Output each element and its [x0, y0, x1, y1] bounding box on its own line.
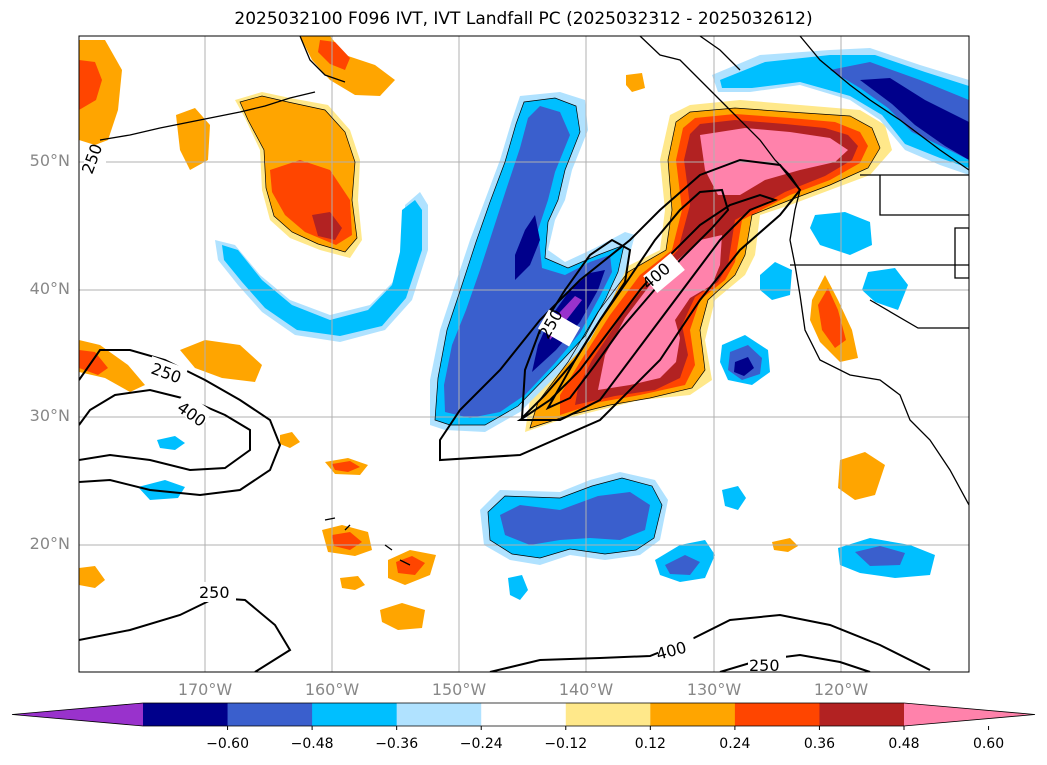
colorbar-tick-label: 0.48: [888, 736, 920, 752]
colorbar-swatch: [312, 703, 398, 726]
lon-label-160w: 160°W: [304, 680, 360, 699]
pc-positive-blob-h-red: [818, 288, 846, 348]
colorbar-tick-label: 0.12: [634, 736, 666, 752]
lat-label-40n: 40°N: [29, 279, 70, 298]
colorbar-extend-max: [904, 703, 1035, 726]
ivt-contour-400-west: [79, 388, 251, 472]
pc-positive-blob-k: [79, 566, 105, 588]
ivt-contour-250-se: [489, 613, 931, 672]
pc-positive-blob-l: [280, 432, 300, 448]
pc-positive-blob-j: [340, 576, 365, 590]
colorbar-outline: [11, 702, 1036, 727]
pc-positive-blob-f-red: [332, 461, 360, 472]
pc-negative-blob-8: [138, 480, 185, 500]
ivt-contour-400-inner: [545, 188, 730, 411]
pc-positive-blob-e: [380, 603, 425, 630]
lat-label-30n: 30°N: [29, 406, 70, 425]
colorbar-tick-label: 0.36: [803, 736, 836, 752]
lat-label-20n: 20°N: [29, 534, 70, 553]
ivt-contour-400-se: [719, 653, 871, 672]
pc-negative-low-blob-2-royal: [665, 555, 700, 575]
pc-positive-topleft-red: [79, 60, 102, 110]
colorbar-swatch: [227, 703, 313, 726]
contour-label-400-se: 250: [749, 656, 780, 675]
pc-positive-blob-m: [626, 73, 645, 92]
pc-outline-contours: [239, 95, 881, 559]
contour-label-250-sw: 250: [199, 583, 230, 602]
colorbar-tick-label: −0.12: [544, 736, 588, 752]
lat-label-50n: 50°N: [29, 151, 70, 170]
lon-label-140w: 140°W: [558, 680, 614, 699]
pc-negative-ne-navy: [860, 78, 969, 160]
pc-negative-blob-10: [508, 575, 528, 600]
pc-negative-blob-9: [157, 436, 185, 450]
ivt-contour-250-inner: [520, 238, 632, 421]
pc-positive-plume-pink: [598, 235, 722, 390]
ivt-contour-400-main: [516, 193, 778, 421]
pc-positive-blob-d-red: [396, 556, 425, 575]
coastlines: [99, 36, 969, 566]
pc-negative-blob-11: [722, 486, 746, 510]
pc-negative-blob-3-royal: [855, 546, 905, 566]
colorbar-swatch: [396, 703, 482, 726]
pc-negative-low-band-royal: [500, 492, 650, 545]
pc-negative-blob-7: [862, 268, 908, 310]
colorbar-tick-label: −0.60: [206, 736, 249, 752]
map-title: 2025032100 F096 IVT, IVT Landfall PC (20…: [234, 9, 813, 29]
lon-label-120w: 120°W: [813, 680, 869, 699]
colorbar-swatch: [143, 703, 229, 726]
filled-contours: [79, 36, 969, 630]
pc-negative-band-navy-2: [515, 215, 540, 280]
ivt-contour-250-west: [79, 349, 282, 497]
lon-label-130w: 130°W: [686, 680, 742, 699]
colorbar: [11, 702, 1036, 730]
pc-negative-blob-4-navy: [734, 357, 754, 376]
lon-label-170w: 170°W: [177, 680, 233, 699]
lon-label-150w: 150°W: [431, 680, 487, 699]
colorbar-swatch: [819, 703, 905, 726]
colorbar-tick-label: −0.36: [375, 736, 419, 752]
colorbar-swatch: [565, 703, 651, 726]
map-frame: [78, 35, 970, 673]
colorbar-swatch: [481, 703, 567, 726]
colorbar-swatch: [650, 703, 736, 726]
pc-positive-top-mid-red: [318, 40, 350, 70]
colorbar-tick-label: −0.48: [290, 736, 334, 752]
colorbar-tick-label: 0.24: [719, 736, 751, 752]
ivt-contour-250-main: [439, 158, 802, 462]
colorbar-tick-label: −0.24: [459, 736, 503, 752]
colorbar-extend-min: [12, 703, 143, 726]
colorbar-tick-label: 0.60: [972, 736, 1005, 752]
pc-positive-alaska-darkred: [312, 212, 342, 240]
colorbar-swatch: [734, 703, 820, 726]
pc-positive-blob-a: [180, 340, 262, 382]
pc-positive-blob-g: [838, 452, 885, 500]
pc-negative-arc-sky: [222, 200, 422, 336]
